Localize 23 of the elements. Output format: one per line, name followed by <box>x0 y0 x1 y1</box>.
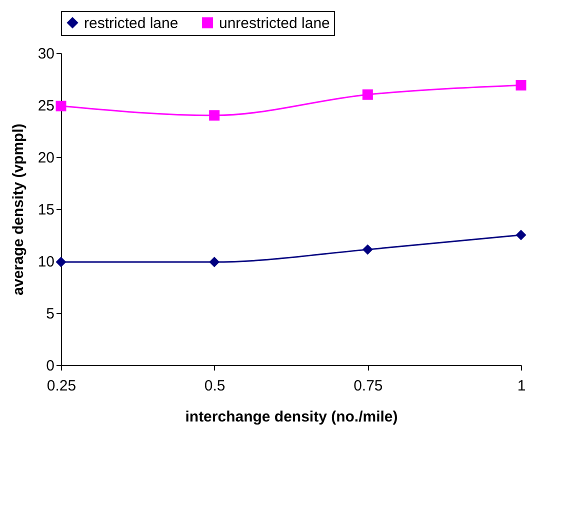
y-tick-label: 30 <box>38 46 54 62</box>
point <box>516 80 526 90</box>
x-tick-label: 1 <box>517 378 526 394</box>
y-tick-label: 0 <box>46 358 54 374</box>
x-tick-label: 0.75 <box>354 378 383 394</box>
point <box>362 244 373 255</box>
x-tick-label: 0.25 <box>46 378 76 394</box>
y-tick-label: 20 <box>38 150 54 166</box>
y-axis-title: average density (vpmpl) <box>10 124 27 296</box>
point <box>56 256 66 268</box>
y-tick-label: 15 <box>38 202 54 218</box>
x-tick-label: 0.5 <box>204 378 226 394</box>
point <box>209 110 220 121</box>
point <box>56 100 66 112</box>
point <box>209 256 220 268</box>
point <box>516 230 526 240</box>
point <box>362 89 373 100</box>
x-axis-title: interchange density (no./mile) <box>185 408 398 426</box>
y-tick-label: 25 <box>38 98 54 114</box>
legend-label: restricted lane <box>84 14 178 32</box>
legend-label: unrestricted lane <box>219 14 330 32</box>
y-tick-label: 5 <box>46 306 54 322</box>
y-tick-label: 10 <box>38 254 54 270</box>
